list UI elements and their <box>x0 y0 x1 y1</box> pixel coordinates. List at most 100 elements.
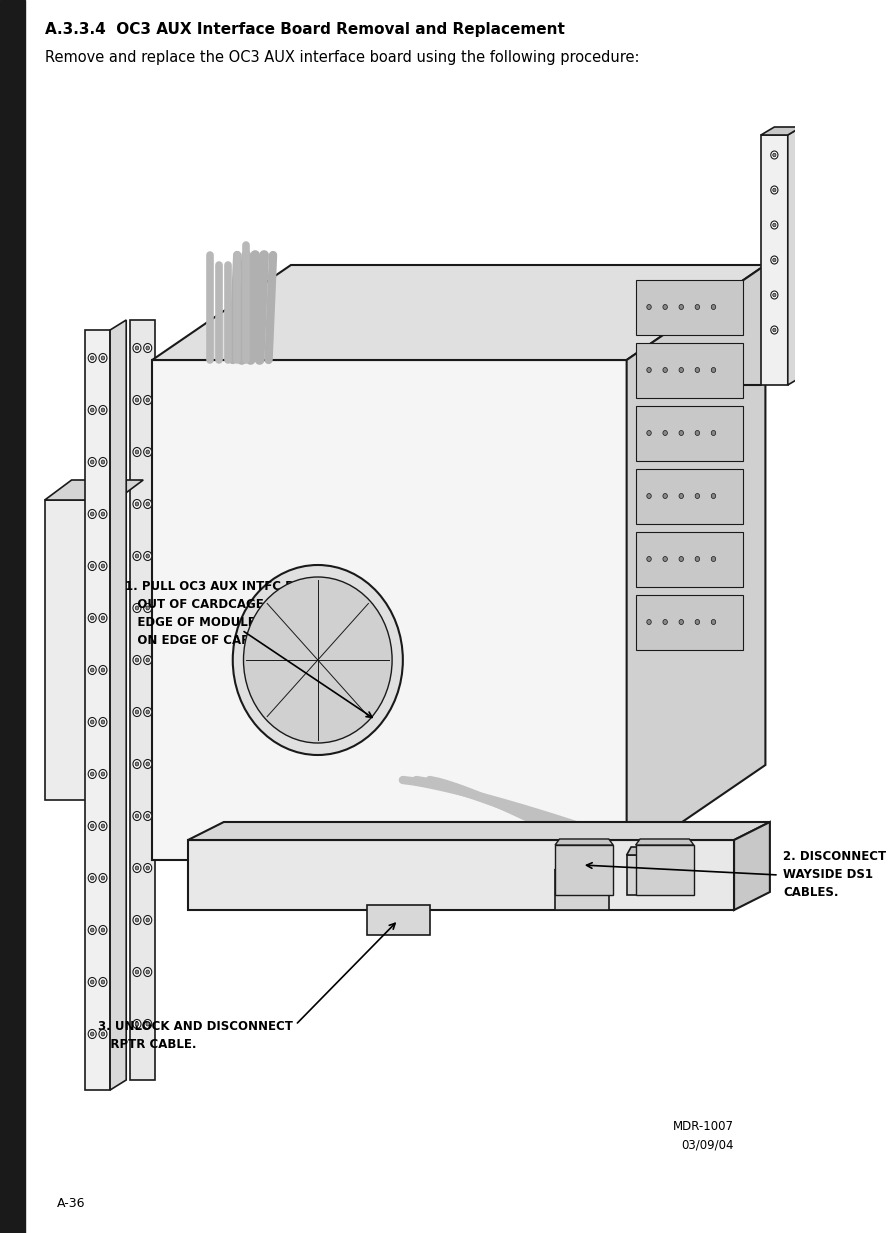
Text: Remove and replace the OC3 AUX interface board using the following procedure:: Remove and replace the OC3 AUX interface… <box>44 51 639 65</box>
Polygon shape <box>130 321 155 1080</box>
Circle shape <box>101 408 105 412</box>
Circle shape <box>771 221 778 229</box>
Polygon shape <box>627 854 680 895</box>
Circle shape <box>99 926 107 935</box>
Circle shape <box>133 915 141 925</box>
Circle shape <box>646 367 651 372</box>
Circle shape <box>133 603 141 613</box>
Circle shape <box>773 153 776 157</box>
Circle shape <box>135 346 139 350</box>
Polygon shape <box>627 265 765 859</box>
Circle shape <box>88 926 96 935</box>
Circle shape <box>679 305 684 309</box>
Circle shape <box>101 1032 105 1036</box>
Text: A.3.3.4  OC3 AUX Interface Board Removal and Replacement: A.3.3.4 OC3 AUX Interface Board Removal … <box>44 22 565 37</box>
Circle shape <box>146 762 149 766</box>
Circle shape <box>101 563 105 568</box>
Polygon shape <box>555 870 609 910</box>
Circle shape <box>99 978 107 986</box>
Circle shape <box>773 258 776 261</box>
Circle shape <box>144 344 152 353</box>
Circle shape <box>91 356 94 360</box>
Circle shape <box>133 344 141 353</box>
Circle shape <box>771 150 778 159</box>
Circle shape <box>146 1022 149 1026</box>
Circle shape <box>711 305 716 309</box>
Circle shape <box>144 1020 152 1028</box>
Circle shape <box>135 866 139 870</box>
Circle shape <box>144 396 152 404</box>
Circle shape <box>243 577 392 743</box>
Polygon shape <box>152 360 627 859</box>
Circle shape <box>773 293 776 297</box>
Circle shape <box>133 863 141 873</box>
Circle shape <box>133 396 141 404</box>
Polygon shape <box>44 480 143 501</box>
Circle shape <box>88 718 96 726</box>
Circle shape <box>146 450 149 454</box>
Circle shape <box>679 493 684 498</box>
Circle shape <box>146 398 149 402</box>
Circle shape <box>773 328 776 332</box>
Polygon shape <box>636 280 743 335</box>
Circle shape <box>146 502 149 506</box>
Polygon shape <box>788 127 801 385</box>
Circle shape <box>233 565 403 755</box>
Circle shape <box>99 666 107 674</box>
Circle shape <box>711 556 716 561</box>
Circle shape <box>133 708 141 716</box>
Circle shape <box>91 824 94 829</box>
Circle shape <box>101 824 105 829</box>
Circle shape <box>135 658 139 662</box>
Polygon shape <box>367 905 430 935</box>
Circle shape <box>646 619 651 624</box>
Circle shape <box>133 499 141 508</box>
Circle shape <box>144 656 152 665</box>
Polygon shape <box>636 838 694 845</box>
Circle shape <box>646 430 651 435</box>
Text: 1. PULL OC3 AUX INTFC BOARD
   OUT OF CARDCAGE UNTIL
   EDGE OF MODULE IS RESTIN: 1. PULL OC3 AUX INTFC BOARD OUT OF CARDC… <box>125 580 335 647</box>
Circle shape <box>99 457 107 466</box>
Circle shape <box>771 256 778 264</box>
Circle shape <box>771 291 778 298</box>
Polygon shape <box>761 134 788 385</box>
Circle shape <box>146 346 149 350</box>
Circle shape <box>146 658 149 662</box>
Circle shape <box>711 619 716 624</box>
Circle shape <box>144 915 152 925</box>
Circle shape <box>711 430 716 435</box>
Circle shape <box>695 367 700 372</box>
Polygon shape <box>627 847 680 854</box>
Circle shape <box>663 305 668 309</box>
Circle shape <box>773 189 776 192</box>
Circle shape <box>88 769 96 778</box>
Circle shape <box>135 554 139 559</box>
Circle shape <box>135 919 139 922</box>
Circle shape <box>135 710 139 714</box>
Polygon shape <box>636 469 743 524</box>
Polygon shape <box>555 845 614 895</box>
Circle shape <box>91 563 94 568</box>
Circle shape <box>144 603 152 613</box>
Bar <box>0 0 25 1233</box>
Polygon shape <box>636 406 743 461</box>
Circle shape <box>101 980 105 984</box>
Circle shape <box>144 708 152 716</box>
Text: 3. UNLOCK AND DISCONNECT
   RPTR CABLE.: 3. UNLOCK AND DISCONNECT RPTR CABLE. <box>99 1020 293 1051</box>
Circle shape <box>144 448 152 456</box>
Circle shape <box>679 556 684 561</box>
Circle shape <box>88 561 96 571</box>
Circle shape <box>771 326 778 334</box>
Circle shape <box>144 551 152 561</box>
Circle shape <box>133 760 141 768</box>
Circle shape <box>99 354 107 363</box>
Circle shape <box>99 873 107 883</box>
Circle shape <box>146 814 149 817</box>
Circle shape <box>663 619 668 624</box>
Circle shape <box>88 978 96 986</box>
Polygon shape <box>188 840 734 910</box>
Circle shape <box>99 769 107 778</box>
Circle shape <box>88 1030 96 1038</box>
Circle shape <box>695 556 700 561</box>
Circle shape <box>91 772 94 776</box>
